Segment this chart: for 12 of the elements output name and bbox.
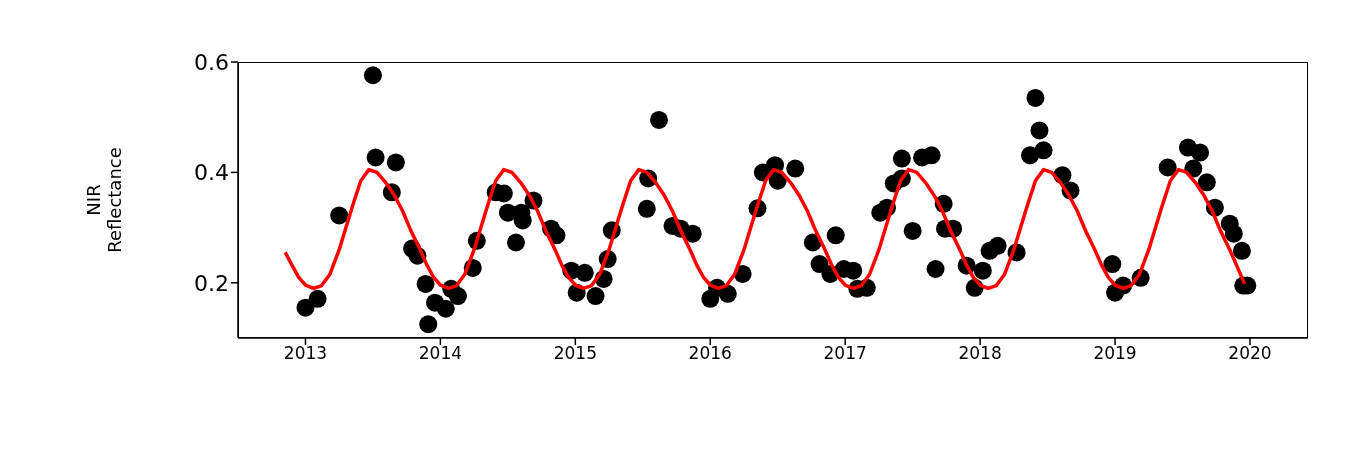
x-tick-label: 2017 — [823, 343, 867, 364]
x-tick-label: 2013 — [283, 343, 328, 364]
x-tick-label: 2019 — [1093, 343, 1137, 364]
x-tick-label: 2016 — [688, 343, 732, 364]
y-tick-label: 0.4 — [194, 160, 229, 186]
y-axis-title: NIR Reflectance — [83, 147, 125, 253]
x-tick-label: 2014 — [418, 343, 463, 364]
x-tick-label: 2018 — [958, 343, 1002, 364]
x-tick-label: 2015 — [553, 343, 597, 364]
x-tick-label: 2020 — [1228, 343, 1272, 364]
y-tick-label: 0.6 — [194, 49, 229, 75]
y-tick-label: 0.2 — [194, 270, 229, 296]
